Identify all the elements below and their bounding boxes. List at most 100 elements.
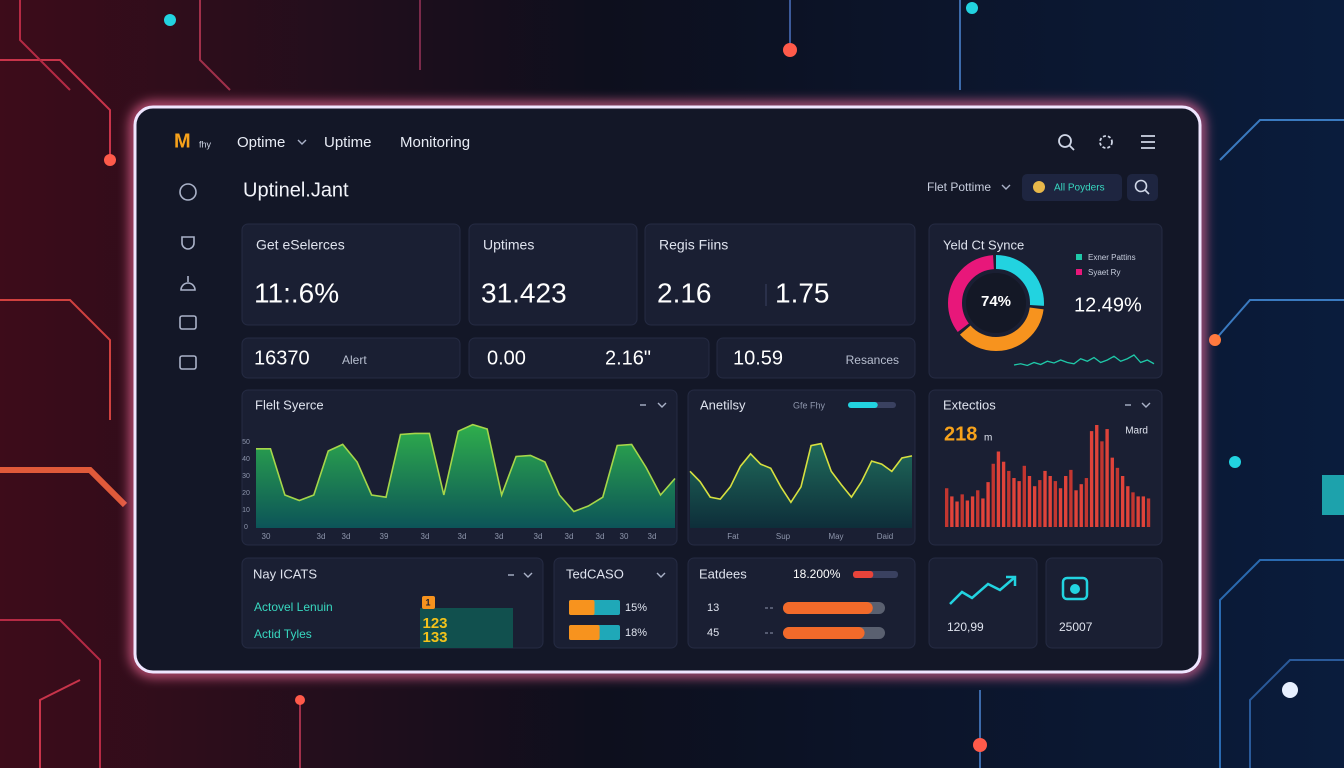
y-tick-label: 50	[242, 439, 250, 446]
row-value: 133	[422, 629, 447, 646]
x-tick-label: 3d	[458, 532, 467, 541]
donut-center: 74%	[981, 293, 1011, 310]
x-tick-label: 30	[620, 532, 629, 541]
bar	[955, 501, 959, 527]
bar	[1115, 467, 1120, 527]
filter-chip[interactable]: All Poyders	[1054, 183, 1105, 194]
caret	[1141, 402, 1151, 408]
x-tick-label: 3d	[495, 532, 504, 541]
bar	[1022, 465, 1026, 527]
legend-label: Syaet Ry	[1088, 268, 1120, 277]
bar	[1074, 490, 1078, 527]
sparkline	[1013, 354, 1155, 367]
x-tick-label: 39	[380, 532, 389, 541]
panel	[1045, 557, 1163, 649]
x-tick-label: 30	[262, 532, 271, 541]
x-tick-label: 3d	[342, 532, 351, 541]
bar	[1069, 469, 1073, 527]
x-tick-label: 3d	[317, 532, 326, 541]
substat-value: 16370	[254, 347, 310, 369]
logo: M	[174, 130, 191, 152]
stat-label: Regis Fiins	[659, 237, 728, 253]
chart-meta: Gfe Fhy	[793, 400, 826, 410]
trend-icon	[949, 577, 1015, 605]
x-tick-label: May	[828, 532, 843, 541]
bar	[945, 488, 949, 527]
filter-dropdown[interactable]: Flet Pottime	[927, 180, 991, 194]
chart-note: Mard	[1125, 426, 1148, 437]
legend-swatch	[1076, 269, 1082, 275]
x-tick-label: 3d	[534, 532, 543, 541]
y-tick-label: 10	[242, 507, 250, 514]
bar	[1027, 476, 1032, 527]
bar	[950, 496, 954, 527]
bar	[1089, 431, 1094, 527]
sync-value: 12.49%	[1074, 294, 1142, 316]
donut-segment	[948, 255, 1044, 351]
row-value: 123	[422, 615, 447, 632]
line	[689, 442, 913, 504]
substat-note: Resances	[846, 353, 899, 367]
bar	[1131, 492, 1135, 527]
substat-value: 2.16"	[605, 347, 651, 369]
panel-title: Nay ICATS	[253, 566, 317, 581]
bar	[1053, 481, 1058, 527]
nav-item[interactable]: Monitoring	[400, 134, 470, 151]
bar	[1105, 429, 1109, 527]
bar	[1048, 476, 1052, 527]
donut-title: Yeld Ct Synce	[943, 237, 1024, 252]
stat-label: Uptimes	[483, 237, 534, 253]
bar	[970, 496, 975, 527]
bar	[1032, 486, 1037, 527]
chart-unit: m	[984, 433, 992, 444]
bar	[1043, 470, 1047, 527]
chart-title: Flelt Syerce	[255, 397, 324, 412]
mini-value: 120,99	[947, 620, 984, 634]
nav-icons[interactable]	[1058, 134, 1155, 151]
mini-fill	[853, 571, 874, 578]
sidebar-icons[interactable]	[179, 183, 197, 370]
row-label: 13	[707, 602, 719, 614]
donut-hole	[966, 273, 1026, 333]
bar	[1064, 476, 1068, 527]
bar	[1126, 486, 1130, 527]
bar	[986, 482, 990, 527]
bar	[965, 500, 970, 527]
bar	[1120, 476, 1125, 527]
substat-value: 10.59	[733, 347, 783, 369]
panel-title: Eatdees	[699, 566, 747, 581]
bar	[960, 494, 964, 527]
panel	[928, 557, 1038, 649]
bar	[1141, 496, 1146, 527]
stat-value: 1.75	[775, 277, 830, 308]
bar	[1136, 496, 1140, 527]
bar-label: 18%	[625, 627, 647, 639]
chart-title: Anetilsy	[700, 397, 746, 412]
row-label: Actovel Lenuin	[254, 600, 333, 614]
camera-lens	[1070, 584, 1080, 594]
area	[690, 443, 912, 528]
bar	[1095, 425, 1099, 527]
stat-value: 31.423	[481, 277, 567, 308]
legend-label: Exner Pattins	[1088, 253, 1136, 262]
highlight-box	[420, 608, 513, 648]
bar	[783, 602, 873, 614]
bar	[569, 600, 595, 615]
legend-swatch	[1076, 254, 1082, 260]
nav-item[interactable]: Optime	[237, 134, 285, 151]
camera-icon	[1061, 576, 1089, 601]
bar	[1058, 488, 1063, 527]
bar	[981, 498, 985, 527]
x-tick-label: Daid	[877, 532, 893, 541]
bar	[1007, 470, 1011, 527]
bar	[1100, 441, 1104, 527]
panel	[468, 337, 710, 379]
panel	[716, 337, 916, 379]
badge	[422, 596, 435, 609]
bar	[1110, 457, 1114, 527]
x-tick-label: 3d	[565, 532, 574, 541]
bar	[1038, 480, 1042, 527]
nav-item[interactable]: Uptime	[324, 134, 372, 151]
